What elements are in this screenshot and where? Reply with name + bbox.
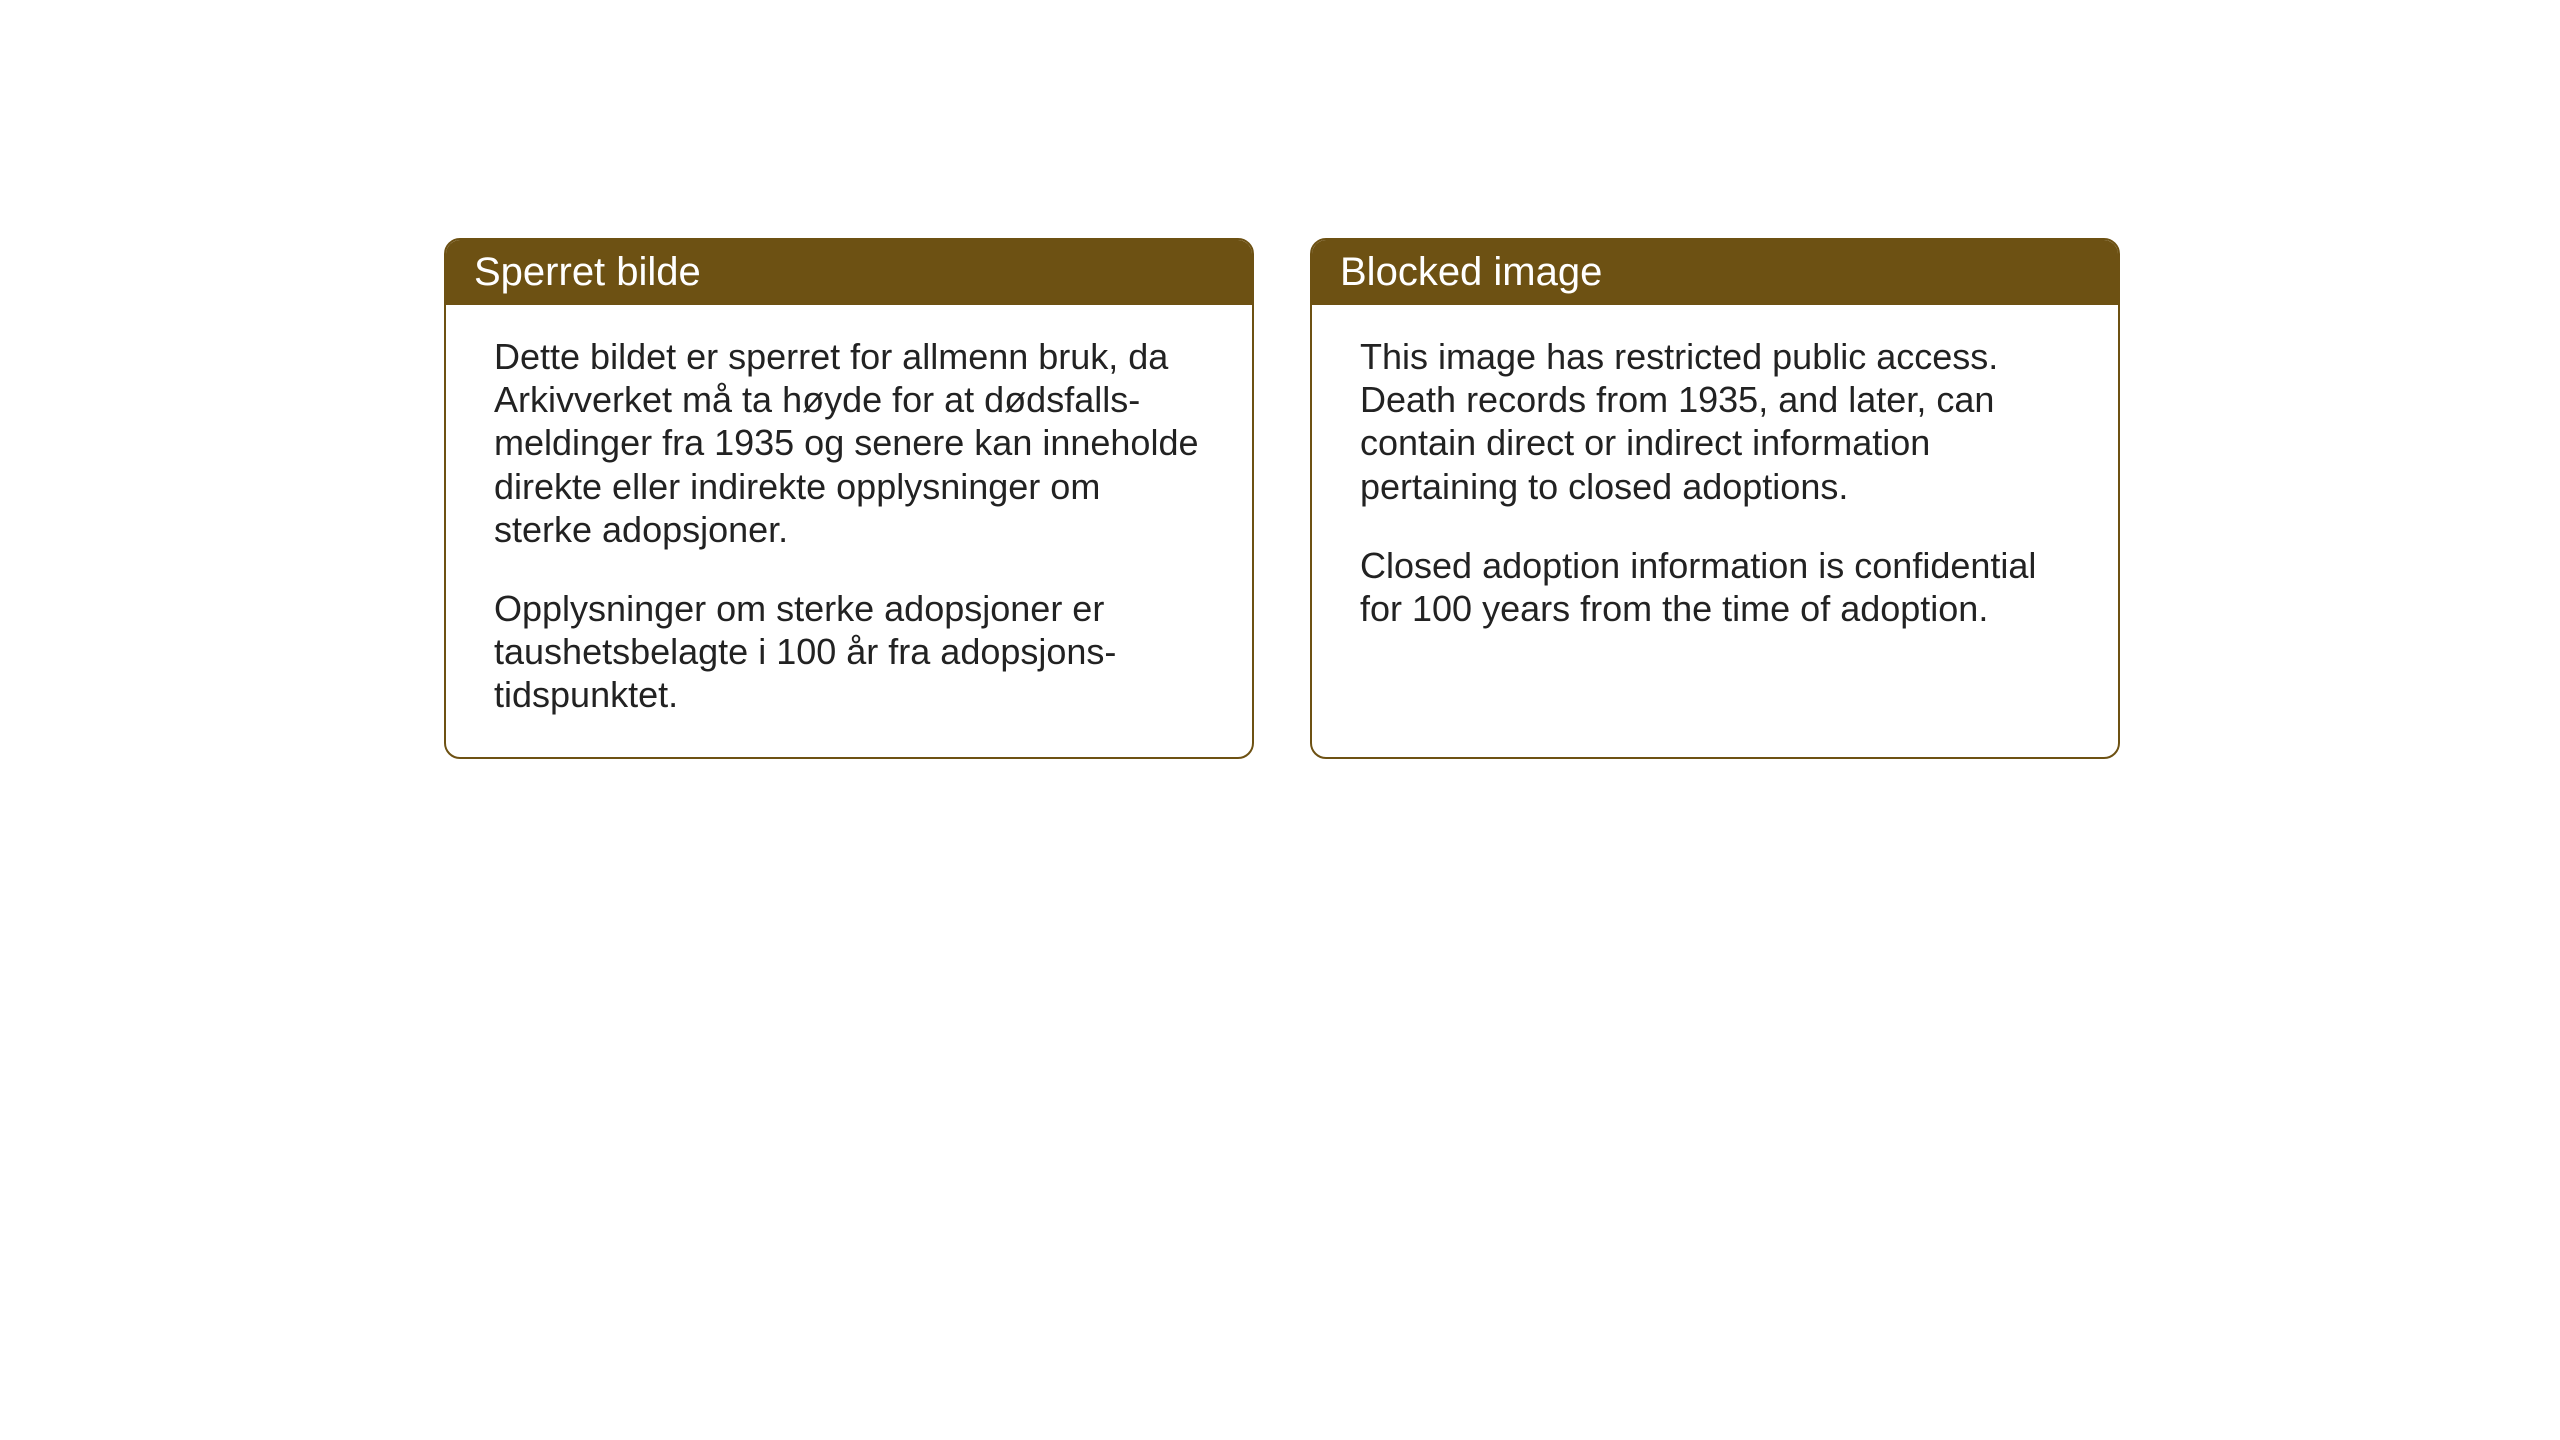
card-paragraph-1-en: This image has restricted public access.… bbox=[1360, 335, 2070, 508]
card-header-en: Blocked image bbox=[1312, 240, 2118, 305]
notice-cards-container: Sperret bilde Dette bildet er sperret fo… bbox=[0, 0, 2560, 759]
notice-card-norwegian: Sperret bilde Dette bildet er sperret fo… bbox=[444, 238, 1254, 759]
card-header-no: Sperret bilde bbox=[446, 240, 1252, 305]
card-title-no: Sperret bilde bbox=[474, 250, 701, 294]
card-paragraph-1-no: Dette bildet er sperret for allmenn bruk… bbox=[494, 335, 1204, 551]
notice-card-english: Blocked image This image has restricted … bbox=[1310, 238, 2120, 759]
card-body-en: This image has restricted public access.… bbox=[1312, 305, 2118, 670]
card-paragraph-2-en: Closed adoption information is confident… bbox=[1360, 544, 2070, 630]
card-body-no: Dette bildet er sperret for allmenn bruk… bbox=[446, 305, 1252, 757]
card-title-en: Blocked image bbox=[1340, 250, 1602, 294]
card-paragraph-2-no: Opplysninger om sterke adopsjoner er tau… bbox=[494, 587, 1204, 717]
